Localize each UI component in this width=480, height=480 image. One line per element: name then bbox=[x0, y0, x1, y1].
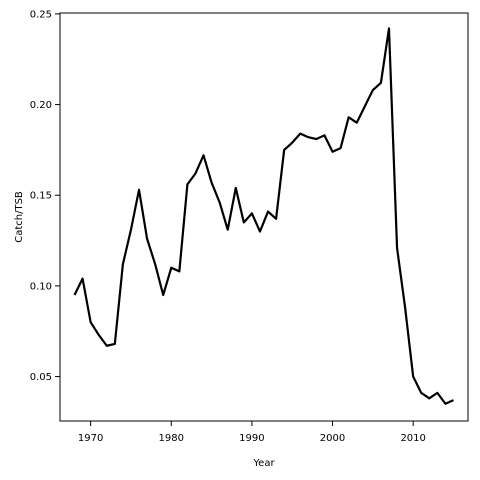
y-tick-label: 0.10 bbox=[30, 281, 52, 292]
x-tick-label: 2000 bbox=[320, 433, 345, 444]
x-tick-label: 1980 bbox=[159, 433, 184, 444]
x-tick-label: 1970 bbox=[78, 433, 103, 444]
series-line-catch-tsb bbox=[73, 27, 454, 405]
y-tick-label: 0.05 bbox=[30, 372, 52, 383]
y-tick-label: 0.25 bbox=[30, 9, 52, 20]
y-tick-label: 0.15 bbox=[30, 191, 52, 202]
y-axis-label: Catch/TSB bbox=[14, 191, 25, 243]
x-axis-label: Year bbox=[252, 458, 275, 469]
x-tick-label: 2010 bbox=[400, 433, 425, 444]
y-tick-label: 0.20 bbox=[30, 100, 52, 111]
y-axis: 0.05 0.10 0.15 0.20 0.25 bbox=[30, 9, 60, 383]
x-axis: 1970 1980 1990 2000 2010 bbox=[78, 421, 426, 444]
plot-frame bbox=[59, 12, 469, 422]
x-tick-label: 1990 bbox=[239, 433, 264, 444]
